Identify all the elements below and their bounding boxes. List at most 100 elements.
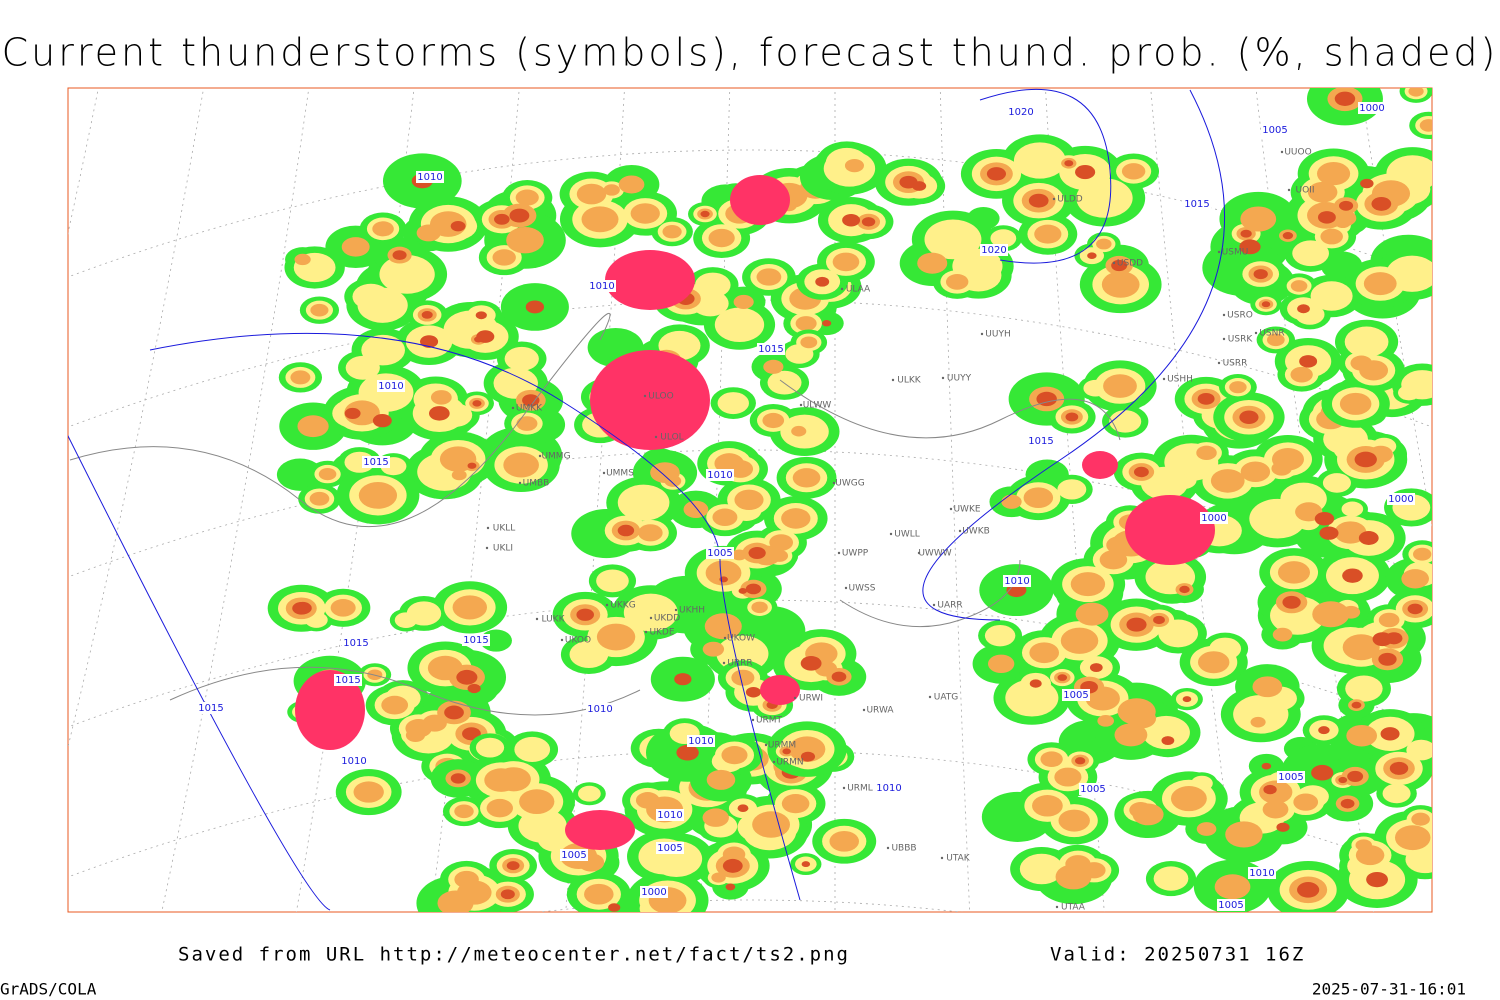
- station-label: UWPP: [842, 549, 869, 559]
- probability-shading: [1317, 162, 1351, 186]
- probability-shading: [1179, 585, 1190, 594]
- station-dot: [485, 546, 489, 550]
- probability-shading: [1345, 675, 1383, 702]
- probability-shading: [596, 623, 636, 651]
- probability-shading: [454, 804, 474, 819]
- valid-time: Valid: 20250731 16Z: [1050, 944, 1305, 966]
- isobar-label-box: [588, 280, 616, 292]
- probability-shading: [1253, 269, 1268, 280]
- isobar-label: 1010: [876, 783, 901, 794]
- probability-shading: [1229, 381, 1247, 394]
- coastline: [169, 666, 641, 716]
- station-label: UBBB: [891, 844, 916, 854]
- probability-shading: [785, 344, 814, 364]
- probability-shading: [731, 669, 755, 686]
- probability-shading: [492, 249, 516, 266]
- probability-shading: [1247, 465, 1269, 481]
- isobar-label-box: [1183, 198, 1211, 210]
- probability-shading: [1322, 473, 1351, 493]
- probability-shading: [451, 469, 467, 481]
- probability-shading: [984, 624, 1016, 647]
- probability-shading: [344, 407, 361, 419]
- probability-shading: [702, 641, 725, 657]
- isobar-label-box: [1261, 124, 1289, 136]
- probability-shading: [522, 394, 540, 407]
- isobar-label-box: [1200, 512, 1228, 524]
- probability-shading: [1210, 469, 1245, 493]
- station-label: UWKE: [953, 505, 980, 515]
- probability-shading: [1057, 479, 1087, 500]
- probability-shading: [1338, 776, 1348, 784]
- station-dot: [844, 586, 848, 590]
- isobar-label-box: [1027, 435, 1055, 447]
- probability-shading: [1197, 651, 1230, 674]
- probability-shading: [1075, 602, 1109, 626]
- station-label: UKOW: [727, 634, 755, 644]
- probability-shading: [1197, 392, 1215, 405]
- probability-shading: [861, 217, 876, 227]
- isobar-label: 1005: [1278, 772, 1303, 783]
- probability-shading: [503, 452, 539, 478]
- probability-shading: [1032, 795, 1063, 817]
- station-label: UKOO: [565, 636, 591, 646]
- station-dot: [560, 638, 564, 642]
- probability-shading: [1314, 511, 1335, 526]
- probability-shading: [1354, 451, 1377, 468]
- probability-shading: [1214, 874, 1251, 900]
- probability-shading: [782, 748, 791, 755]
- coastline: [779, 379, 1121, 441]
- probability-shading: [1085, 686, 1120, 711]
- probability-shading: [576, 183, 607, 205]
- isobar-label: 1015: [343, 638, 368, 649]
- probability-shading: [1040, 751, 1063, 767]
- probability-shading: [406, 601, 442, 626]
- probability-shading: [1074, 757, 1086, 765]
- probability-shading: [1297, 882, 1320, 898]
- station-dot: [518, 481, 522, 485]
- isobar-label-box: [1079, 783, 1107, 795]
- isobar-label-box: [656, 809, 684, 821]
- station-label: UWGG: [835, 479, 864, 489]
- probability-shading: [748, 546, 766, 560]
- probability-shading: [1282, 232, 1294, 240]
- probability-shading: [1251, 506, 1284, 529]
- probability-shading: [756, 268, 782, 286]
- station-label: URMT: [756, 716, 783, 726]
- isobar-label-box: [334, 674, 362, 686]
- probability-shading: [381, 695, 409, 715]
- probability-shading: [815, 276, 830, 287]
- probability-shading: [1070, 572, 1106, 597]
- probability-shading: [842, 213, 861, 227]
- probability-shading: [1259, 780, 1293, 804]
- probability-shading: [456, 880, 492, 905]
- probability-shading: [1366, 871, 1388, 888]
- graticule: [1465, 80, 1500, 920]
- probability-shading: [1323, 423, 1368, 455]
- isobar-label: 1010: [657, 810, 682, 821]
- timestamp: 2025-07-31-16:01: [1312, 980, 1466, 999]
- station-label: UKLL: [493, 524, 516, 534]
- station-label: USDD: [1117, 259, 1143, 269]
- probability-shading: [1261, 301, 1271, 308]
- probability-shading: [734, 489, 764, 511]
- probability-shading: [1106, 275, 1132, 293]
- probability-shading: [500, 889, 515, 900]
- station-label: UTAA: [1061, 903, 1086, 913]
- probability-shading: [1339, 392, 1372, 415]
- isobar-label-box: [462, 634, 490, 646]
- probability-shading: [945, 274, 969, 290]
- probability-shading: [1389, 761, 1409, 775]
- station-dot: [1052, 197, 1056, 201]
- probability-shading: [745, 686, 761, 698]
- probability-shading: [1263, 784, 1277, 795]
- graticule: [68, 299, 1432, 428]
- probability-shading: [439, 446, 477, 472]
- probability-shading: [494, 213, 510, 225]
- probability-shading: [1058, 809, 1090, 832]
- probability-shading: [1089, 663, 1103, 673]
- probability-shading: [1250, 716, 1266, 728]
- probability-shading: [1153, 615, 1165, 625]
- probability-shading: [506, 861, 520, 871]
- probability-shading: [297, 415, 329, 438]
